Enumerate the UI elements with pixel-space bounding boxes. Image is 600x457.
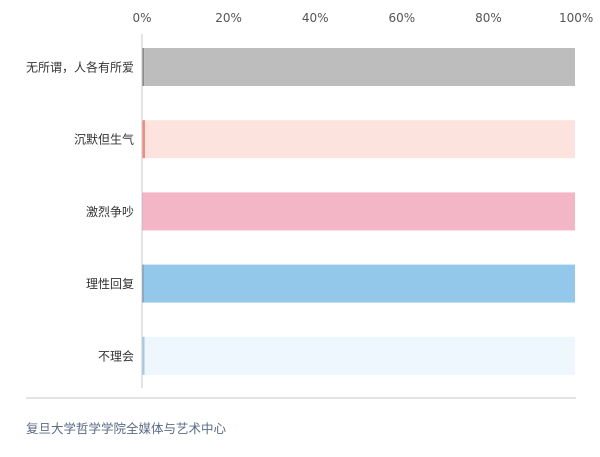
x-tick-label: 100%: [559, 11, 593, 25]
bar-segment: [143, 264, 575, 303]
bar-segment: [145, 120, 575, 159]
category-label: 激烈争吵: [86, 205, 134, 219]
x-axis-ticks: 0% 20% 40% 60% 80% 100%: [132, 11, 593, 25]
x-tick-label: 20%: [215, 11, 242, 25]
source-caption: 复旦大学哲学学院全媒体与艺术中心: [26, 421, 227, 436]
category-label: 不理会: [98, 349, 134, 363]
bars: [142, 48, 576, 375]
bar-segment: [144, 48, 576, 86]
category-label: 理性回复: [86, 277, 134, 291]
x-tick-label: 0%: [132, 11, 151, 25]
category-label: 无所谓，人各有所爱: [26, 60, 134, 75]
bar-segment-accent: [142, 120, 146, 159]
category-label: 沉默但生气: [74, 132, 134, 147]
x-tick-label: 40%: [302, 11, 329, 25]
x-tick-label: 60%: [388, 11, 415, 25]
bar-segment-accent: [142, 48, 145, 86]
bar-segment: [144, 336, 575, 375]
bar-segment: [142, 192, 575, 231]
bar-segment-accent: [142, 264, 144, 303]
bar-segment-accent: [142, 336, 145, 375]
x-tick-label: 80%: [475, 11, 502, 25]
